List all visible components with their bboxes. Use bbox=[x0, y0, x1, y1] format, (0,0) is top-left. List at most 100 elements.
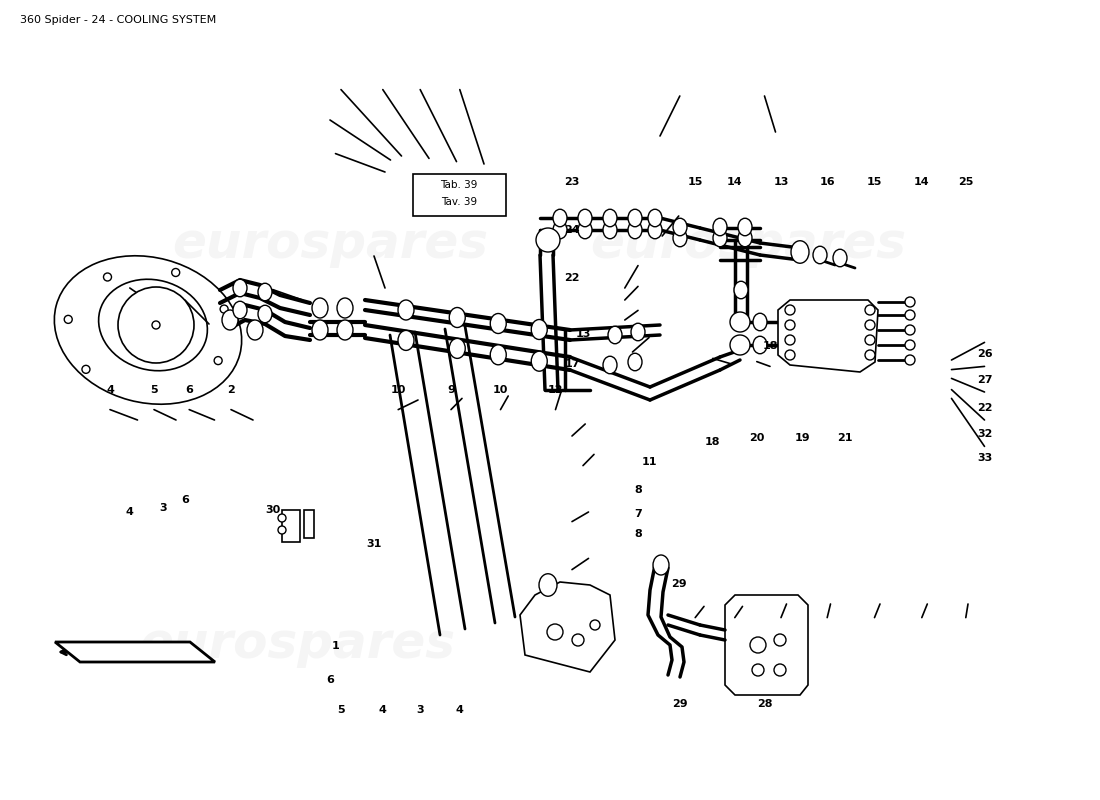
Circle shape bbox=[785, 305, 795, 315]
Text: 13: 13 bbox=[575, 330, 591, 339]
Circle shape bbox=[536, 228, 560, 252]
Text: 25: 25 bbox=[958, 178, 974, 187]
Text: 17: 17 bbox=[564, 359, 580, 369]
Text: 16: 16 bbox=[820, 178, 835, 187]
Text: 24: 24 bbox=[564, 226, 580, 235]
Ellipse shape bbox=[449, 307, 465, 327]
Text: 32: 32 bbox=[977, 429, 992, 438]
Ellipse shape bbox=[233, 279, 248, 297]
Ellipse shape bbox=[608, 326, 622, 344]
Ellipse shape bbox=[738, 218, 752, 236]
Text: 28: 28 bbox=[757, 699, 772, 709]
Text: 6: 6 bbox=[326, 675, 334, 685]
Ellipse shape bbox=[734, 282, 748, 298]
Ellipse shape bbox=[713, 230, 727, 246]
Ellipse shape bbox=[648, 222, 662, 238]
Text: 4: 4 bbox=[455, 706, 464, 715]
Circle shape bbox=[214, 357, 222, 365]
Text: 12: 12 bbox=[548, 386, 563, 395]
Ellipse shape bbox=[754, 336, 767, 354]
Circle shape bbox=[774, 634, 786, 646]
Ellipse shape bbox=[578, 222, 592, 238]
Text: 10: 10 bbox=[390, 386, 406, 395]
Ellipse shape bbox=[99, 279, 208, 370]
Ellipse shape bbox=[553, 222, 566, 238]
Text: 29: 29 bbox=[672, 699, 688, 709]
Text: 1: 1 bbox=[331, 642, 340, 651]
Text: 360 Spider - 24 - COOLING SYSTEM: 360 Spider - 24 - COOLING SYSTEM bbox=[20, 15, 217, 25]
Text: 13: 13 bbox=[773, 178, 789, 187]
Text: 3: 3 bbox=[160, 503, 166, 513]
Text: 4: 4 bbox=[106, 386, 114, 395]
Circle shape bbox=[752, 664, 764, 676]
Circle shape bbox=[865, 350, 874, 360]
Ellipse shape bbox=[648, 210, 662, 226]
Text: 4: 4 bbox=[378, 706, 387, 715]
Circle shape bbox=[865, 305, 874, 315]
Ellipse shape bbox=[531, 319, 548, 339]
Text: 11: 11 bbox=[641, 458, 657, 467]
Ellipse shape bbox=[491, 345, 506, 365]
Circle shape bbox=[730, 312, 750, 332]
Circle shape bbox=[590, 620, 600, 630]
Ellipse shape bbox=[603, 356, 617, 374]
Circle shape bbox=[118, 287, 194, 363]
Circle shape bbox=[774, 664, 786, 676]
Circle shape bbox=[172, 269, 179, 277]
Ellipse shape bbox=[337, 320, 353, 340]
Circle shape bbox=[905, 297, 915, 307]
Text: 8: 8 bbox=[634, 530, 642, 539]
Ellipse shape bbox=[491, 314, 506, 334]
Text: 9: 9 bbox=[447, 386, 455, 395]
Circle shape bbox=[905, 310, 915, 320]
Text: 3: 3 bbox=[417, 706, 424, 715]
Circle shape bbox=[750, 637, 766, 653]
Ellipse shape bbox=[248, 320, 263, 340]
Text: 31: 31 bbox=[366, 539, 382, 549]
Circle shape bbox=[103, 273, 111, 281]
Ellipse shape bbox=[628, 222, 642, 238]
Text: 5: 5 bbox=[338, 706, 344, 715]
Bar bbox=[304, 510, 313, 538]
Circle shape bbox=[278, 526, 286, 534]
Ellipse shape bbox=[222, 310, 238, 330]
Text: 8: 8 bbox=[634, 485, 642, 494]
Ellipse shape bbox=[553, 210, 566, 226]
Ellipse shape bbox=[233, 302, 248, 318]
Ellipse shape bbox=[673, 230, 688, 246]
Text: Tav. 39: Tav. 39 bbox=[441, 198, 476, 207]
Text: 23: 23 bbox=[564, 178, 580, 187]
Ellipse shape bbox=[531, 351, 548, 371]
Bar bbox=[282, 510, 300, 542]
Text: 30: 30 bbox=[265, 506, 280, 515]
Ellipse shape bbox=[539, 574, 557, 596]
Circle shape bbox=[82, 366, 90, 374]
Circle shape bbox=[865, 335, 874, 345]
Ellipse shape bbox=[398, 300, 414, 320]
Circle shape bbox=[785, 335, 795, 345]
Ellipse shape bbox=[653, 555, 669, 575]
Circle shape bbox=[64, 315, 73, 323]
Ellipse shape bbox=[754, 314, 767, 330]
Ellipse shape bbox=[738, 230, 752, 246]
Text: 15: 15 bbox=[867, 178, 882, 187]
Polygon shape bbox=[778, 300, 878, 372]
Text: 10: 10 bbox=[493, 386, 508, 395]
Circle shape bbox=[278, 514, 286, 522]
Ellipse shape bbox=[791, 241, 808, 263]
Text: 20: 20 bbox=[749, 434, 764, 443]
Circle shape bbox=[785, 320, 795, 330]
Text: eurospares: eurospares bbox=[590, 220, 906, 268]
Ellipse shape bbox=[312, 298, 328, 318]
Circle shape bbox=[730, 335, 750, 355]
Text: 7: 7 bbox=[634, 509, 642, 518]
Text: 22: 22 bbox=[564, 274, 580, 283]
Text: 19: 19 bbox=[795, 434, 811, 443]
Ellipse shape bbox=[449, 338, 465, 358]
Ellipse shape bbox=[258, 283, 272, 301]
Text: 18: 18 bbox=[705, 437, 720, 446]
Circle shape bbox=[547, 624, 563, 640]
Ellipse shape bbox=[628, 210, 642, 226]
Text: 29: 29 bbox=[671, 579, 686, 589]
Text: eurospares: eurospares bbox=[139, 620, 455, 668]
